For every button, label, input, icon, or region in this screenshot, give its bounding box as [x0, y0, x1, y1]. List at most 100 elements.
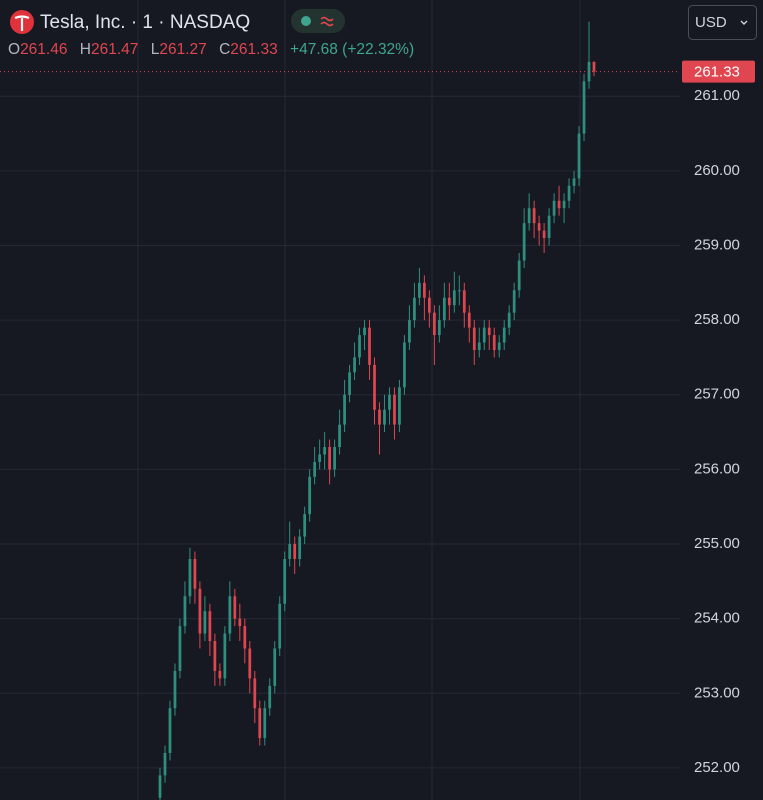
candle-body: [413, 297, 416, 321]
candle-body: [278, 603, 282, 649]
candle-body: [552, 200, 556, 216]
close-label: C: [219, 41, 230, 58]
candle-body: [418, 282, 421, 298]
candle-body: [517, 260, 521, 291]
candle-body: [477, 342, 481, 350]
high-label: H: [80, 41, 91, 58]
candle-body: [253, 678, 257, 709]
candle-body: [193, 558, 197, 589]
candle-body: [228, 596, 232, 634]
candle-body: [423, 282, 426, 298]
candle-body: [203, 611, 207, 634]
y-tick-label: 256.00: [694, 460, 740, 477]
candle-body: [243, 626, 247, 649]
candle-body: [398, 387, 401, 425]
candle-body: [383, 409, 386, 425]
candle-body: [213, 641, 217, 671]
candle-body: [592, 61, 596, 72]
logo-mark: [14, 15, 30, 31]
status-pill[interactable]: [291, 9, 345, 33]
candle-body: [542, 230, 546, 239]
candle-body: [268, 685, 272, 709]
high-value: 261.47: [91, 41, 138, 58]
candle-body: [313, 461, 317, 477]
candle-body: [288, 544, 292, 559]
y-tick-label: 254.00: [694, 610, 740, 627]
candle-body: [572, 178, 576, 186]
candle-body: [567, 185, 571, 201]
y-tick-label: 259.00: [694, 236, 740, 253]
candle-body: [547, 215, 551, 239]
candle-body: [393, 394, 396, 425]
candle-body: [338, 424, 341, 448]
candle-body: [487, 327, 491, 336]
candle-body: [527, 208, 531, 224]
candle-body: [522, 223, 526, 261]
candle-body: [452, 290, 456, 306]
candle-body: [323, 447, 326, 455]
candle-body: [388, 394, 391, 410]
candle-body: [178, 626, 182, 671]
currency-label[interactable]: USD: [695, 14, 727, 31]
candle-body: [293, 544, 297, 559]
y-tick-label: 258.00: [694, 311, 740, 328]
candle-body: [283, 558, 287, 604]
low-value: 261.27: [159, 41, 206, 58]
candle-body: [502, 327, 506, 343]
candle-body: [378, 409, 381, 425]
y-tick-label: 253.00: [694, 684, 740, 701]
candle-body: [308, 476, 312, 515]
candle-body: [537, 223, 541, 231]
candle-body: [248, 648, 252, 679]
candle-body: [263, 708, 267, 739]
candle-body: [208, 611, 212, 642]
last-price-label: 261.33: [694, 64, 740, 81]
plot: 252.00 253.00 254.00 255.00 256.00 257.00 258.…: [0, 21, 755, 800]
y-tick-label: 252.00: [694, 759, 740, 776]
candle-body: [512, 290, 516, 313]
candle-body: [442, 297, 446, 321]
candle-body: [298, 536, 302, 559]
symbol-title: Tesla, Inc. · 1 · NASDAQ: [40, 12, 250, 33]
ohlc-legend: O261.46 H261.47 L261.27 C261.33 +47.68 (…: [8, 41, 414, 58]
y-tick-label: 255.00: [694, 535, 740, 552]
candle-body: [303, 514, 307, 537]
candle-body: [507, 312, 511, 328]
open-value: 261.46: [20, 41, 67, 58]
open-label: O: [8, 41, 20, 58]
candle-body: [497, 342, 501, 350]
candle-body: [437, 320, 441, 336]
candle-body: [188, 558, 192, 597]
y-tick-label: 260.00: [694, 162, 740, 179]
candle-body: [457, 290, 461, 292]
candle-body: [472, 327, 476, 350]
dropdown-arrow: [740, 20, 748, 25]
change: +47.68 (+22.32%): [290, 41, 414, 58]
candle-body: [403, 342, 406, 388]
time-grid: [137, 0, 581, 800]
candle-body: [343, 394, 346, 425]
candle-body: [353, 357, 356, 373]
currency-button[interactable]: USD: [688, 5, 757, 40]
low-label: L: [151, 41, 160, 58]
last-price-box: [682, 60, 755, 83]
candle-body: [482, 327, 486, 343]
candle-body: [328, 447, 331, 470]
candle-body: [363, 327, 366, 336]
candle-body: [223, 633, 227, 679]
candle-body: [532, 208, 536, 224]
candle-body: [198, 588, 202, 634]
candle-body: [168, 708, 172, 753]
candle-body: [587, 61, 591, 82]
candle-body: [492, 335, 496, 350]
candle-body: [358, 335, 361, 358]
candle-body: [238, 618, 242, 627]
currency-box[interactable]: [688, 5, 757, 40]
candle-body: [233, 596, 237, 619]
candle-body: [428, 297, 431, 313]
close-value: 261.33: [230, 41, 277, 58]
candle-body: [348, 372, 351, 395]
candle-body: [273, 648, 277, 686]
